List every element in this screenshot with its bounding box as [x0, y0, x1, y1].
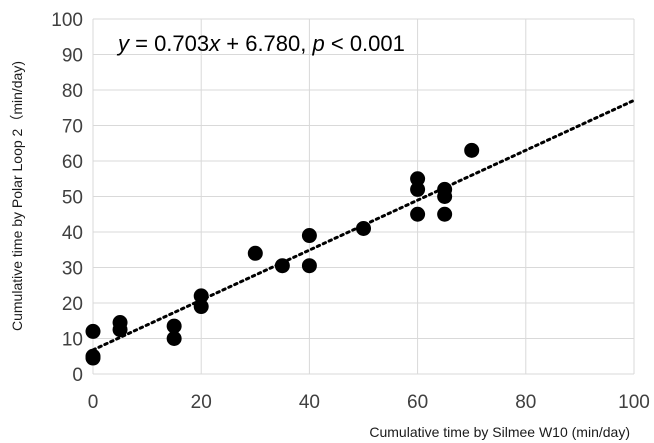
x-tick-label-5: 100 — [618, 392, 650, 413]
data-point-7 — [193, 299, 209, 315]
x-tick-label-3: 60 — [407, 392, 428, 413]
data-point-5 — [166, 331, 182, 346]
y-axis-title: Cumulative time by Polar Loop 2（min/day) — [9, 61, 25, 331]
data-point-15 — [410, 181, 426, 197]
y-tick-label-8: 80 — [62, 81, 83, 102]
y-tick-label-5: 50 — [62, 188, 83, 209]
x-tick-label-0: 0 — [88, 392, 99, 413]
y-tick-label-1: 10 — [62, 330, 83, 351]
x-axis-title: Cumulative time by Silmee W10 (min/day) — [369, 424, 630, 440]
y-tick-label-9: 90 — [62, 46, 83, 67]
data-point-6 — [166, 318, 182, 334]
data-point-9 — [247, 245, 263, 261]
x-tick-label-4: 80 — [515, 392, 536, 413]
data-point-11 — [301, 258, 317, 274]
x-tick-label-2: 40 — [299, 392, 320, 413]
data-point-8 — [193, 288, 209, 304]
data-point-17 — [437, 206, 453, 222]
data-points — [85, 142, 480, 366]
y-tick-label-10: 100 — [51, 10, 83, 31]
data-point-2 — [85, 323, 101, 339]
y-tick-label-0: 0 — [72, 365, 83, 386]
data-point-19 — [437, 181, 453, 197]
data-point-16 — [410, 171, 426, 187]
data-point-4 — [112, 315, 128, 331]
y-tick-label-6: 60 — [62, 152, 83, 173]
x-tick-label-1: 20 — [191, 392, 212, 413]
data-point-13 — [356, 220, 371, 236]
data-point-10 — [274, 258, 290, 274]
data-point-20 — [464, 142, 480, 158]
regression-equation: y = 0.703x + 6.780, p < 0.001 — [116, 31, 405, 56]
y-tick-label-2: 20 — [62, 294, 83, 315]
data-point-12 — [301, 228, 317, 244]
y-tick-label-4: 40 — [62, 223, 83, 244]
y-tick-label-3: 30 — [62, 259, 83, 280]
y-tick-label-7: 70 — [62, 117, 83, 138]
data-point-1 — [85, 348, 101, 364]
x-axis-ticks: 0 20 40 60 80 100 — [88, 392, 650, 413]
data-point-14 — [410, 206, 426, 222]
y-axis-ticks: 0 10 20 30 40 50 60 70 80 90 100 — [51, 10, 83, 386]
